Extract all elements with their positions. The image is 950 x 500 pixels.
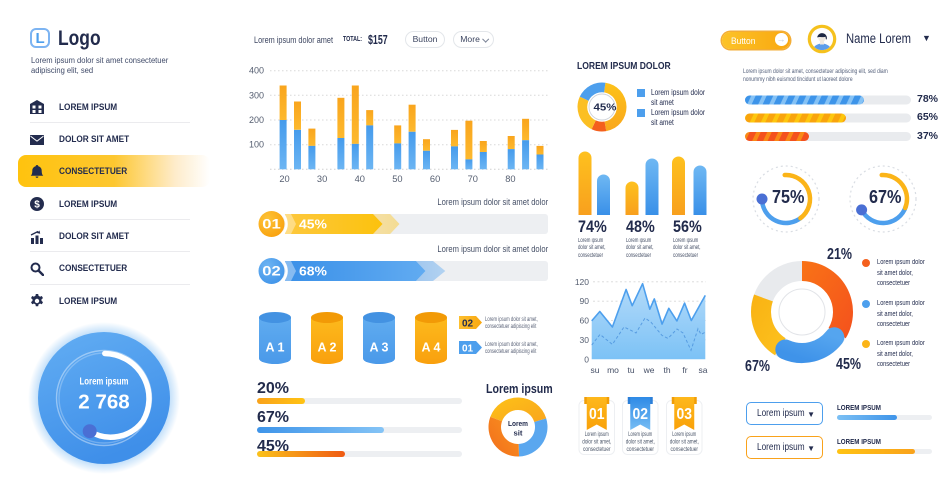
svg-text:02: 02 xyxy=(633,406,649,423)
svg-text:Lorem ipsum: Lorem ipsum xyxy=(585,431,609,438)
svg-text:01: 01 xyxy=(462,344,474,355)
svg-text:68%: 68% xyxy=(299,265,327,279)
svg-text:90: 90 xyxy=(580,296,590,306)
svg-text:45%: 45% xyxy=(299,218,327,232)
svg-text:2 768: 2 768 xyxy=(78,392,130,414)
svg-text:80: 80 xyxy=(505,174,515,184)
svg-text:consectetuer: consectetuer xyxy=(627,446,655,453)
svg-text:tu: tu xyxy=(627,365,634,375)
svg-text:50: 50 xyxy=(392,174,402,184)
svg-text:Lorem ipsum: Lorem ipsum xyxy=(672,431,696,438)
svg-text:Lorem: Lorem xyxy=(508,419,528,428)
svg-text:45%: 45% xyxy=(594,103,617,114)
svg-text:0: 0 xyxy=(584,354,589,364)
svg-text:sa: sa xyxy=(699,365,708,375)
svg-text:Lorem ipsum: Lorem ipsum xyxy=(628,431,652,438)
svg-text:dolor sit amet,: dolor sit amet, xyxy=(626,439,655,446)
svg-text:A 4: A 4 xyxy=(422,341,441,355)
svg-text:200: 200 xyxy=(249,115,264,125)
svg-text:$: $ xyxy=(34,200,40,211)
svg-text:fr: fr xyxy=(682,365,687,375)
svg-text:we: we xyxy=(643,365,655,375)
svg-text:100: 100 xyxy=(249,140,264,150)
svg-text:th: th xyxy=(663,365,670,375)
svg-text:01: 01 xyxy=(589,406,605,423)
svg-text:A 3: A 3 xyxy=(370,341,389,355)
svg-text:20: 20 xyxy=(279,174,289,184)
svg-text:30: 30 xyxy=(317,174,327,184)
svg-text:dolor sit amet,: dolor sit amet, xyxy=(670,439,699,446)
svg-text:300: 300 xyxy=(249,90,264,100)
svg-text:400: 400 xyxy=(249,66,264,76)
svg-text:60: 60 xyxy=(430,174,440,184)
svg-text:03: 03 xyxy=(677,406,693,423)
svg-text:sit: sit xyxy=(514,429,524,438)
svg-text:A 1: A 1 xyxy=(266,341,285,355)
svg-text:40: 40 xyxy=(355,174,365,184)
svg-text:60: 60 xyxy=(580,316,590,326)
svg-text:consectetuer: consectetuer xyxy=(671,446,699,453)
svg-text:A 2: A 2 xyxy=(318,341,337,355)
svg-text:120: 120 xyxy=(575,277,589,287)
svg-text:02: 02 xyxy=(262,264,281,279)
svg-text:70: 70 xyxy=(468,174,478,184)
svg-text:02: 02 xyxy=(462,319,474,330)
svg-text:mo: mo xyxy=(607,365,619,375)
svg-text:consectetuer: consectetuer xyxy=(583,446,611,453)
svg-text:01: 01 xyxy=(262,217,281,232)
svg-text:dolor sit amet,: dolor sit amet, xyxy=(582,439,611,446)
svg-text:30: 30 xyxy=(580,335,590,345)
svg-text:Lorem ipsum: Lorem ipsum xyxy=(80,377,129,388)
svg-text:su: su xyxy=(591,365,600,375)
